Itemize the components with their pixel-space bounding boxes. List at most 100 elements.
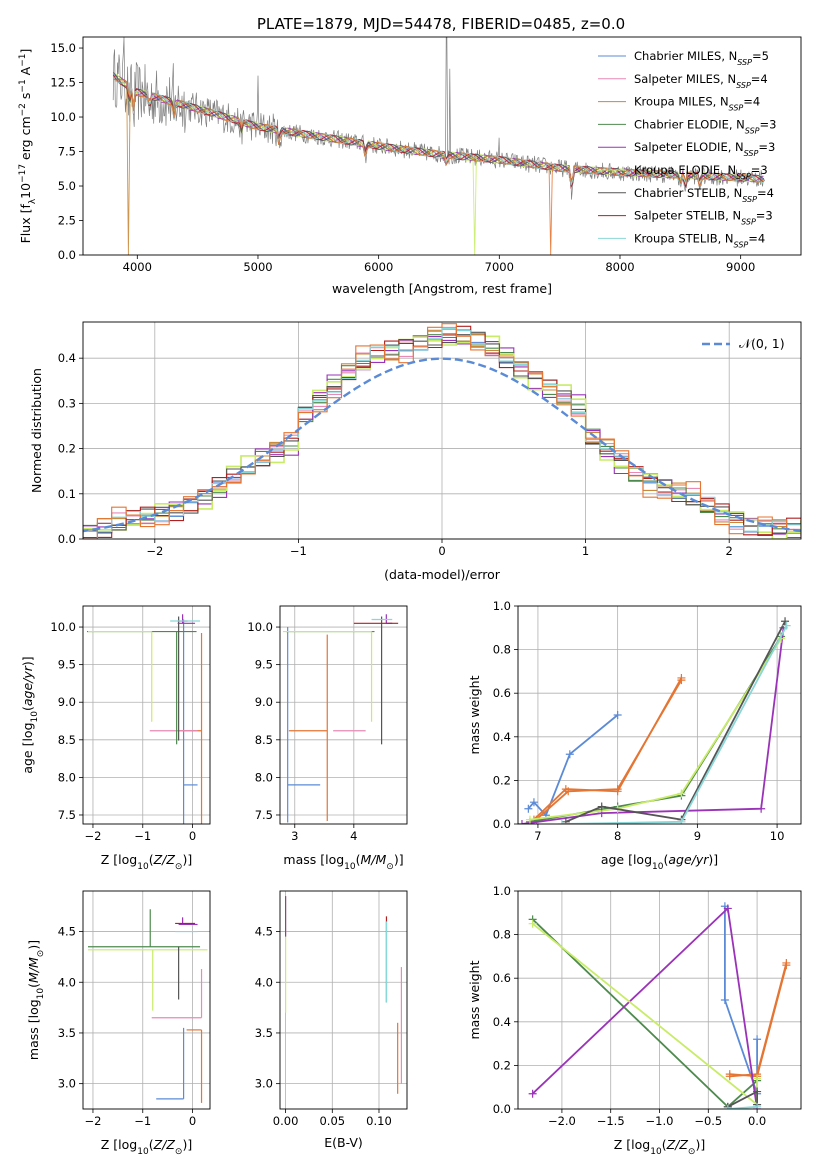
axes-frame	[279, 605, 408, 825]
label-part: −1	[18, 79, 28, 92]
y-tick-label: 0.1	[58, 487, 76, 501]
y-tick-label: 0.4	[58, 351, 76, 365]
x-tick-label: 0	[438, 544, 445, 558]
label-part: erg cm	[18, 116, 33, 164]
label-part: 10	[36, 988, 46, 1000]
label-part: (	[149, 852, 154, 867]
weight-marker	[720, 996, 729, 1004]
panel-mass_weight_vs_age: 7 8 9 10 0.0 0.2 0.4 0.6 0.8 1.0 mass weight age [l…	[467, 599, 802, 872]
label-part: )]	[182, 1137, 192, 1152]
label-part: 10	[344, 862, 356, 872]
label-part: (	[662, 1137, 667, 1152]
label-part: )]	[695, 1137, 705, 1152]
x-tick-label: −2	[146, 544, 163, 558]
legend-entry: Kroupa MILES, NSSP=4	[634, 95, 760, 113]
y-tick-label: 10.0	[50, 620, 76, 634]
weight-marker	[677, 817, 686, 824]
y-tick-label: 3.5	[58, 1026, 76, 1040]
y-tick-label: 3.5	[255, 1026, 273, 1040]
legend-entry: Salpeter ELODIE, NSSP=3	[634, 140, 775, 158]
y-tick-label: 9.0	[255, 695, 273, 709]
weight-marker	[524, 804, 533, 813]
x-tick-label: 0.05	[319, 1114, 345, 1128]
label-part: ]	[18, 49, 33, 54]
label-part: ⊙	[175, 1147, 183, 1157]
y-tick-label: 4.5	[255, 925, 273, 939]
weight-marker	[723, 1105, 732, 1109]
axes-frame	[82, 890, 211, 1110]
histogram-lines	[83, 323, 801, 539]
x-tick-label: −1	[290, 544, 307, 558]
legend-sub: SSP	[741, 217, 756, 226]
weight-marker	[597, 802, 606, 811]
label-part: M/M	[361, 852, 387, 867]
legend-sub: SSP	[744, 149, 759, 158]
y-tick-label: 8.0	[255, 770, 273, 784]
legend-sub: SSP	[737, 58, 752, 67]
label-part: ⊙	[688, 1147, 696, 1157]
x-tick-label: 7000	[485, 260, 514, 274]
label-part: M/M	[26, 957, 41, 983]
weight-marker	[528, 1089, 537, 1098]
y-tick-label: 12.5	[50, 76, 76, 90]
legend-sub: SSP	[734, 240, 749, 249]
legend-value: =4	[743, 95, 760, 109]
panel-residuals: −2 −1 0 1 2 0.0 0.1 0.2 0.3 0.4 (data-model)/error…	[29, 321, 802, 582]
spectrum-lines	[112, 37, 766, 255]
x-tick-label: 2	[726, 544, 733, 558]
label-part: Z/Z	[153, 852, 176, 867]
x-tick-label: −1.0	[646, 1114, 674, 1128]
x-axis-label: mass [log10(M/M⊙)]	[283, 852, 403, 872]
legend-entry: Salpeter MILES, NSSP=4	[634, 72, 768, 90]
x-tick-label: 10	[770, 829, 785, 843]
y-tick-label: 5.0	[58, 179, 76, 193]
residual-histogram	[83, 327, 801, 539]
label-part: ⊙	[36, 950, 46, 958]
weight-marker	[753, 1102, 762, 1109]
label-part: age/yr	[20, 665, 35, 706]
legend-name: Kroupa STELIB, N	[634, 231, 734, 245]
label-part: 10	[650, 1147, 662, 1157]
x-tick-label: 5000	[243, 260, 272, 274]
model-spectrum-line	[113, 78, 764, 255]
legend-name: Chabrier MILES, N	[634, 49, 737, 63]
y-tick-label: 0.6	[493, 971, 511, 985]
y-tick-label: 4.5	[58, 925, 76, 939]
y-tick-label: 1.0	[493, 599, 511, 613]
y-tick-label: 4.0	[255, 975, 273, 989]
weight-line	[535, 679, 683, 821]
weight-marker	[565, 750, 574, 759]
x-axis-label: Z [log10(Z/Z⊙)]	[101, 852, 192, 872]
y-tick-label: 0.3	[58, 396, 76, 410]
weight-marker	[677, 676, 686, 685]
panel-mass_weight_vs_Z: −2.0 −1.5 −1.0 −0.5 0.0 0.0 0.2 0.4 0.6 0.8 1.0 mas…	[467, 884, 802, 1157]
label-part: 10	[137, 1147, 149, 1157]
panel-mass_vs_Z: −2 −1 03.03.54.04.5Z [log10(Z/Z⊙)]mass [lo…	[26, 890, 211, 1157]
label-part: 10	[652, 862, 664, 872]
x-axis-label: age [log10(age/yr)]	[601, 852, 718, 872]
legend-value: =4	[757, 186, 774, 200]
model-spectrum-line	[112, 77, 764, 187]
x-tick-label: −2.0	[548, 1114, 576, 1128]
label-part: Z [log	[101, 852, 137, 867]
y-axis-label: Normed distribution	[29, 368, 44, 493]
figure-title: PLATE=1879, MJD=54478, FIBERID=0485, z=0…	[257, 15, 625, 33]
panel-age_vs_mass: 3 4 7.5 8.0 8.5 9.0 9.5 10.0 mass [log10(M/M⊙)]	[247, 605, 408, 872]
label-part: ⊙	[386, 862, 394, 872]
y-tick-label: 0.2	[493, 773, 511, 787]
weight-marker	[723, 904, 732, 913]
legend-name: Salpeter MILES, N	[634, 72, 736, 86]
label-part: Z/Z	[666, 1137, 689, 1152]
label-part: Z [log	[101, 1137, 137, 1152]
y-tick-label: 8.0	[58, 770, 76, 784]
weight-marker	[781, 617, 790, 626]
weight-marker	[753, 1087, 762, 1096]
y-tick-label: 0.0	[58, 532, 76, 546]
x-tick-label: −1.5	[597, 1114, 625, 1128]
y-tick-label: 9.5	[255, 658, 273, 672]
label-part: (	[149, 1137, 154, 1152]
weight-line	[531, 906, 758, 1109]
label-part: )]	[394, 852, 404, 867]
label-part: (	[20, 706, 35, 711]
